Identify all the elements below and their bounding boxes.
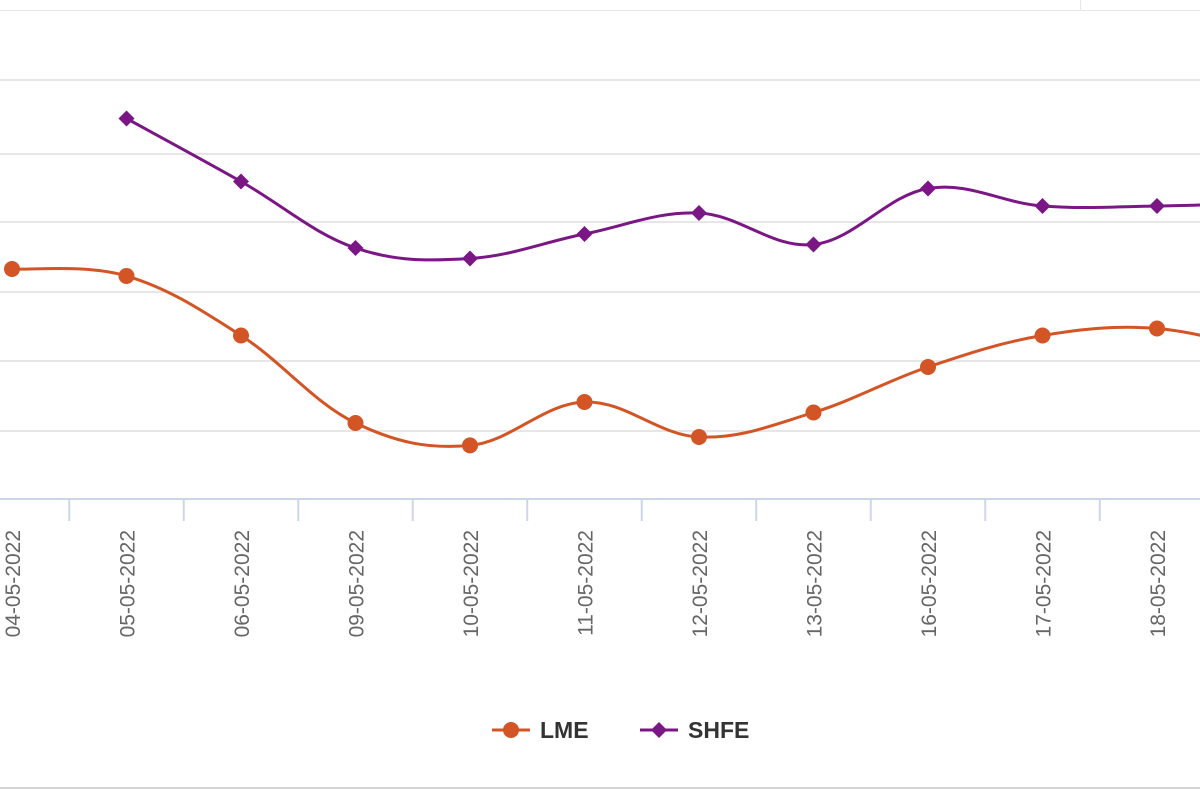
series-layer bbox=[4, 111, 1200, 454]
chart-top-divider bbox=[1080, 0, 1081, 11]
legend[interactable]: LME SHFE bbox=[492, 717, 749, 743]
shfe-point[interactable] bbox=[233, 174, 249, 190]
x-tick-label: 06-05-2022 bbox=[231, 530, 254, 637]
lme-point[interactable] bbox=[920, 359, 936, 375]
x-tick-label: 17-05-2022 bbox=[1033, 530, 1056, 637]
gridlines bbox=[0, 80, 1200, 431]
shfe-point[interactable] bbox=[119, 111, 135, 127]
x-tick-label: 12-05-2022 bbox=[689, 530, 712, 637]
shfe-line bbox=[127, 119, 1200, 260]
shfe-point[interactable] bbox=[1149, 198, 1165, 214]
series-shfe bbox=[119, 111, 1200, 267]
shfe-point[interactable] bbox=[1035, 198, 1051, 214]
legend-label: SHFE bbox=[688, 717, 749, 743]
lme-point[interactable] bbox=[348, 415, 364, 431]
series-lme bbox=[4, 261, 1200, 453]
shfe-point[interactable] bbox=[691, 205, 707, 221]
lme-point[interactable] bbox=[119, 268, 135, 284]
lme-line bbox=[12, 268, 1200, 446]
shfe-point[interactable] bbox=[806, 237, 822, 253]
x-tick-label: 16-05-2022 bbox=[918, 530, 941, 637]
lme-point[interactable] bbox=[691, 429, 707, 445]
legend-marker bbox=[651, 722, 667, 738]
lme-point[interactable] bbox=[4, 261, 20, 277]
shfe-point[interactable] bbox=[577, 226, 593, 242]
x-tick-label: 05-05-2022 bbox=[117, 530, 140, 637]
x-tick-label: 11-05-2022 bbox=[575, 530, 598, 636]
lme-point[interactable] bbox=[233, 328, 249, 344]
shfe-point[interactable] bbox=[348, 240, 364, 256]
lme-point[interactable] bbox=[806, 405, 822, 421]
x-tick-label: 18-05-2022 bbox=[1147, 530, 1170, 637]
x-tick-label: 10-05-2022 bbox=[460, 530, 483, 637]
shfe-point[interactable] bbox=[920, 181, 936, 197]
x-tick-label: 09-05-2022 bbox=[346, 530, 369, 637]
chart-bottom-border bbox=[0, 787, 1200, 789]
x-tick-label: 13-05-2022 bbox=[804, 530, 827, 637]
legend-label: LME bbox=[540, 717, 589, 743]
lme-point[interactable] bbox=[1149, 321, 1165, 337]
x-axis: 04-05-2022 05-05-2022 06-05-2022 09-05-2022… bbox=[0, 499, 1200, 637]
legend-item-lme[interactable]: LME bbox=[492, 717, 589, 743]
shfe-point[interactable] bbox=[462, 251, 478, 267]
legend-item-shfe[interactable]: SHFE bbox=[640, 717, 749, 743]
lme-point[interactable] bbox=[1035, 328, 1051, 344]
lme-point[interactable] bbox=[462, 437, 478, 453]
lme-point[interactable] bbox=[577, 394, 593, 410]
chart-top-border bbox=[0, 10, 1200, 11]
x-tick-label: 04-05-2022 bbox=[2, 530, 25, 637]
legend-marker bbox=[503, 722, 519, 738]
